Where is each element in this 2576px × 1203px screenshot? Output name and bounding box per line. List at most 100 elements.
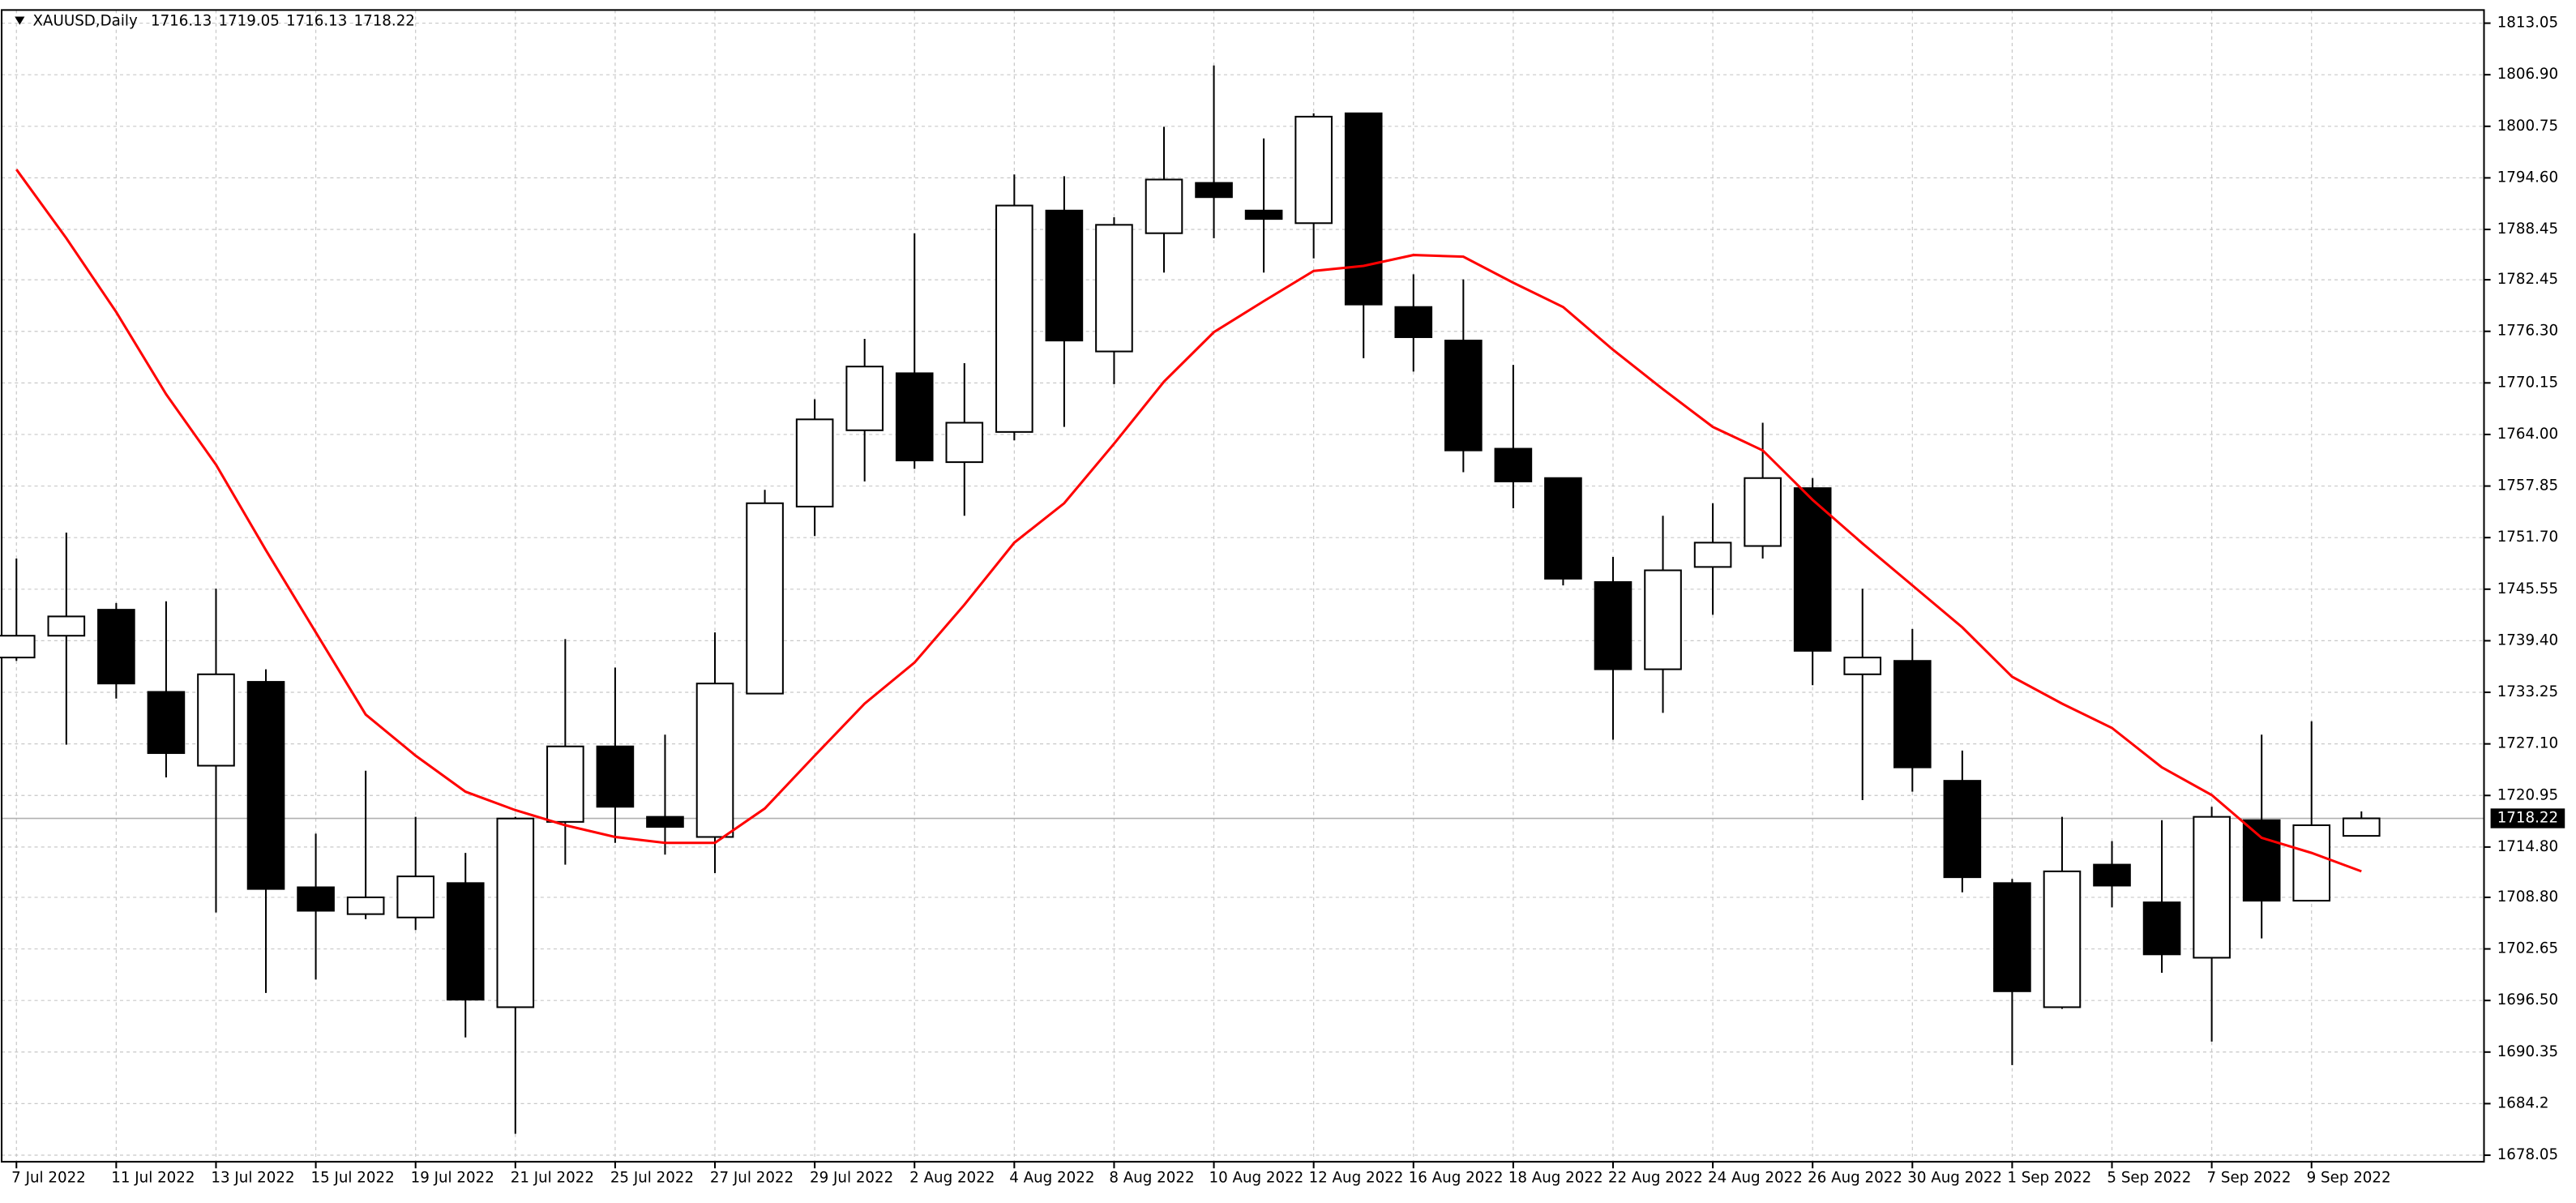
y-tick-label: 1770.15 <box>2497 374 2558 391</box>
header-symbol: XAUUSD,Daily <box>33 13 138 30</box>
y-tick-label: 1806.90 <box>2497 66 2558 83</box>
candle-body <box>1644 569 1682 670</box>
candle-body <box>1793 487 1832 652</box>
y-tick-label: 1684.2 <box>2497 1094 2549 1111</box>
candle-body <box>746 502 784 695</box>
candle-body <box>1394 306 1433 338</box>
y-tick-label: 1696.50 <box>2497 991 2558 1008</box>
candle-body <box>147 691 186 755</box>
y-tick-label: 1678.05 <box>2497 1146 2558 1163</box>
candle-body <box>1344 112 1383 306</box>
y-tick-label: 1733.25 <box>2497 683 2558 700</box>
candle-body <box>396 875 435 918</box>
candle-body <box>2142 901 2181 956</box>
candle-body <box>246 681 285 890</box>
candle-body <box>1444 340 1483 452</box>
candle-body <box>2342 817 2381 837</box>
y-tick-label: 1714.80 <box>2497 838 2558 855</box>
candle-body <box>197 673 235 767</box>
candle-body <box>2193 816 2231 959</box>
x-tick-label: 25 Jul 2022 <box>610 1169 694 1186</box>
candle-body <box>446 882 485 1001</box>
x-tick-label: 13 Jul 2022 <box>211 1169 294 1186</box>
x-tick-label: 18 Aug 2022 <box>1508 1169 1603 1186</box>
moving-average <box>15 169 2362 873</box>
candle-body <box>2292 824 2331 902</box>
header-value: 1718.22 <box>354 13 415 30</box>
x-tick-label: 27 Jul 2022 <box>710 1169 794 1186</box>
y-tick-label: 1720.95 <box>2497 786 2558 803</box>
x-tick-label: 9 Sep 2022 <box>2307 1169 2391 1186</box>
x-tick-label: 10 Aug 2022 <box>1209 1169 1303 1186</box>
candle-body <box>0 635 36 659</box>
x-tick-label: 1 Sep 2022 <box>2007 1169 2091 1186</box>
header-value: 1719.05 <box>218 13 279 30</box>
x-tick-label: 11 Jul 2022 <box>111 1169 195 1186</box>
candle-body <box>1195 182 1233 199</box>
x-tick-label: 24 Aug 2022 <box>1708 1169 1803 1186</box>
y-tick-label: 1800.75 <box>2497 118 2558 135</box>
x-tick-label: 7 Sep 2022 <box>2207 1169 2291 1186</box>
candle-body <box>795 418 834 507</box>
x-tick-label: 12 Aug 2022 <box>1309 1169 1404 1186</box>
candle-body <box>1993 882 2031 992</box>
candle-body <box>97 609 135 685</box>
y-tick-label: 1708.80 <box>2497 888 2558 905</box>
candle-body <box>1943 780 1982 879</box>
y-tick-label: 1782.45 <box>2497 271 2558 288</box>
x-tick-label: 29 Jul 2022 <box>810 1169 893 1186</box>
candle-body <box>895 372 934 462</box>
x-tick-label: 7 Jul 2022 <box>11 1169 86 1186</box>
y-tick-label: 1776.30 <box>2497 323 2558 340</box>
candle-body <box>1893 660 1932 768</box>
candle-body <box>1843 657 1882 675</box>
header-value: 1716.13 <box>151 13 212 30</box>
x-tick-label: 16 Aug 2022 <box>1409 1169 1504 1186</box>
x-tick-label: 15 Jul 2022 <box>311 1169 395 1186</box>
y-tick-label: 1751.70 <box>2497 529 2558 546</box>
candle-body <box>1544 477 1582 580</box>
x-tick-label: 2 Aug 2022 <box>909 1169 995 1186</box>
candle-body <box>2093 863 2131 887</box>
x-tick-label: 30 Aug 2022 <box>1907 1169 2002 1186</box>
marks <box>0 65 2381 1134</box>
candle-body <box>2242 819 2281 902</box>
x-tick-label: 5 Sep 2022 <box>2107 1169 2191 1186</box>
candle-body <box>845 366 884 431</box>
last-price-box <box>2490 808 2565 828</box>
candle-body <box>1494 447 1533 482</box>
y-tick-label: 1690.35 <box>2497 1043 2558 1060</box>
header-arrow <box>15 16 25 25</box>
candle-body <box>1145 178 1183 234</box>
candle-body <box>1594 580 1632 670</box>
candle-body <box>596 745 635 808</box>
candle-body <box>1693 542 1732 568</box>
y-tick-label: 1794.60 <box>2497 169 2558 186</box>
candle-body <box>2043 870 2082 1008</box>
header-value: 1716.13 <box>286 13 347 30</box>
candle-body <box>496 817 535 1008</box>
candle-body <box>1244 209 1283 220</box>
y-tick-label: 1739.40 <box>2497 631 2558 649</box>
candle-body <box>945 422 984 464</box>
candle-body <box>297 886 335 912</box>
candle-body <box>646 816 684 828</box>
y-tick-label: 1788.45 <box>2497 220 2558 238</box>
y-tick-label: 1813.05 <box>2497 15 2558 32</box>
plot-frame <box>1 9 2485 1163</box>
x-tick-label: 4 Aug 2022 <box>1009 1169 1094 1186</box>
x-tick-label: 8 Aug 2022 <box>1109 1169 1194 1186</box>
candle-body <box>1095 224 1133 353</box>
y-tick-label: 1727.10 <box>2497 735 2558 752</box>
candle-body <box>47 615 86 637</box>
candle-body <box>1294 115 1333 225</box>
x-tick-label: 21 Jul 2022 <box>511 1169 594 1186</box>
candle-body <box>346 896 385 915</box>
y-tick-label: 1764.00 <box>2497 426 2558 443</box>
y-tick-label: 1702.65 <box>2497 940 2558 957</box>
x-tick-label: 19 Jul 2022 <box>411 1169 494 1186</box>
candle-body <box>1045 209 1084 342</box>
